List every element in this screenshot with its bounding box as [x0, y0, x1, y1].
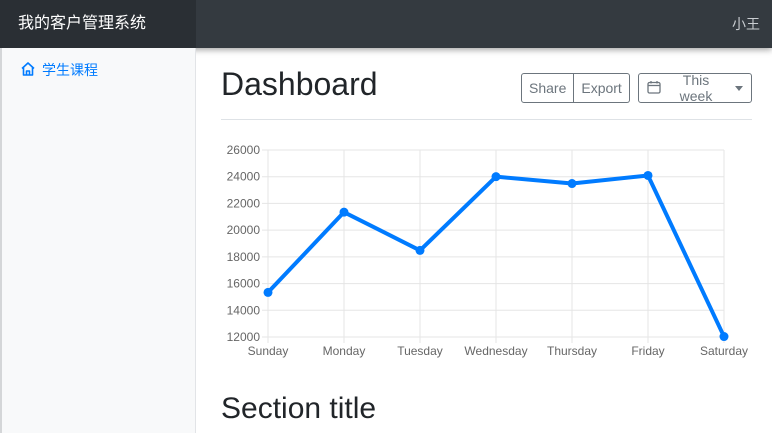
y-tick-label: 14000 [227, 303, 261, 317]
x-tick-label: Thursday [547, 344, 597, 358]
y-tick-label: 16000 [227, 277, 261, 291]
x-tick-label: Tuesday [397, 344, 443, 358]
brand-title[interactable]: 我的客户管理系统 [0, 0, 196, 48]
y-tick-label: 22000 [227, 196, 261, 210]
sidebar: 学生课程 [0, 48, 196, 433]
data-point [491, 172, 501, 182]
x-tick-label: Saturday [700, 344, 748, 358]
calendar-icon [647, 80, 661, 97]
home-icon [20, 61, 36, 80]
header-divider [221, 119, 752, 120]
sidebar-item-student-courses[interactable]: 学生课程 [20, 60, 98, 80]
data-point [643, 170, 653, 180]
section-title: Section title [221, 392, 377, 425]
data-point [263, 287, 273, 297]
share-button[interactable]: Share [521, 73, 575, 103]
share-export-button-group: Share Export [521, 73, 630, 103]
caret-down-icon [735, 85, 743, 91]
data-point [719, 332, 729, 342]
date-range-label: This week [679, 72, 713, 104]
y-tick-label: 24000 [227, 170, 261, 184]
export-button[interactable]: Export [574, 73, 630, 103]
page-title: Dashboard [221, 66, 378, 102]
y-tick-label: 18000 [227, 250, 261, 264]
x-tick-label: Monday [323, 344, 366, 358]
data-point [567, 179, 577, 189]
sidebar-item-label: 学生课程 [42, 62, 98, 78]
main-content: Dashboard Share Export This week 12000 14… [221, 48, 752, 433]
y-tick-label: 20000 [227, 223, 261, 237]
date-range-dropdown[interactable]: This week [638, 72, 752, 104]
data-point [339, 207, 349, 217]
line-chart: 12000 14000 16000 18000 20000 22000 24000 26000… [227, 143, 748, 358]
top-navbar: 我的客户管理系统 小王 [0, 0, 772, 48]
x-tick-label: Sunday [248, 344, 289, 358]
y-tick-label: 26000 [227, 143, 261, 157]
user-name[interactable]: 小王 [732, 16, 760, 32]
x-tick-label: Wednesday [464, 344, 527, 358]
y-tick-label: 12000 [227, 330, 261, 344]
x-tick-label: Friday [631, 344, 664, 358]
data-point [415, 245, 425, 255]
